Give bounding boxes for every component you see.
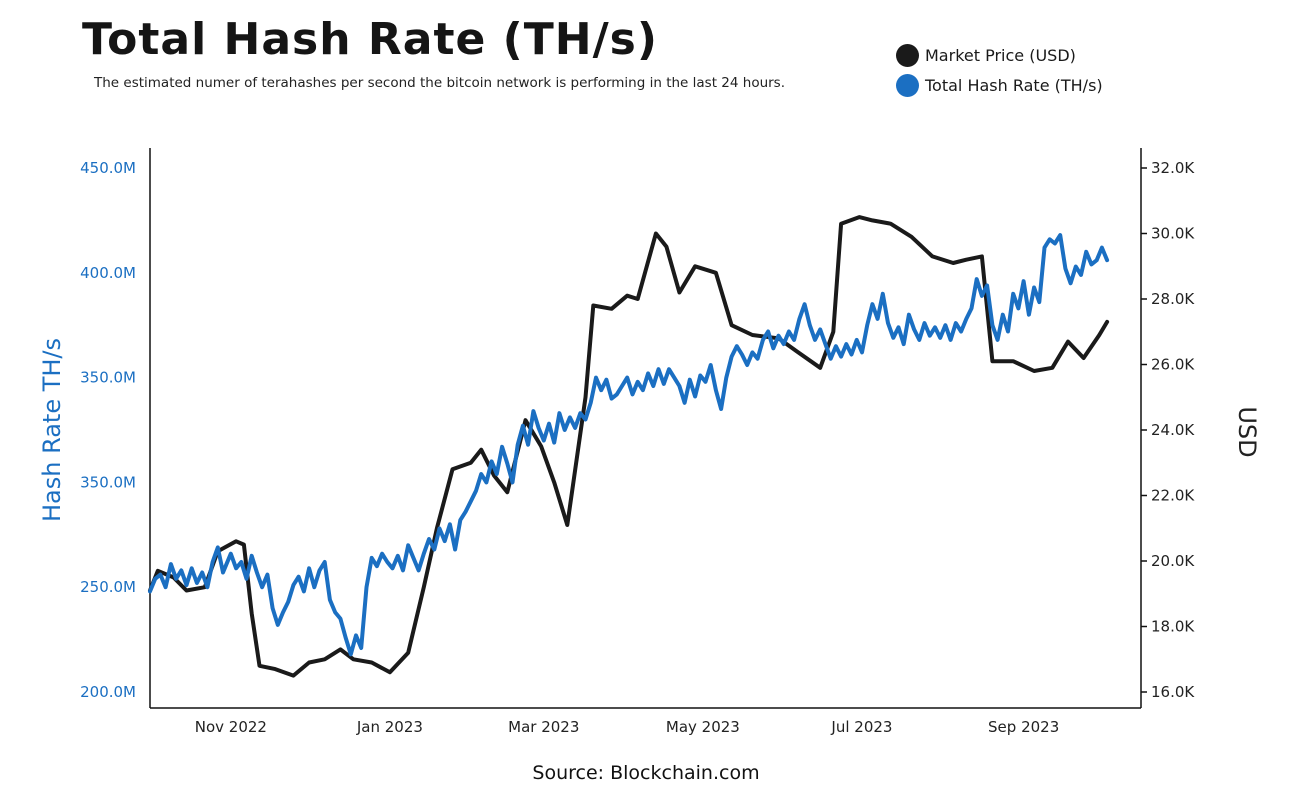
legend-item-market-price: Market Price (USD)	[896, 40, 1103, 70]
y-right-tick-label: 28.0K	[1151, 290, 1195, 308]
series-layer	[148, 215, 1110, 678]
x-tick-label: Mar 2023	[508, 718, 579, 736]
y-left-tick-label: 250.0M	[80, 578, 136, 596]
y-right-tick-label: 30.0K	[1151, 225, 1195, 243]
y-right-tick-label: 24.0K	[1151, 421, 1195, 439]
y-right-tick-label: 26.0K	[1151, 356, 1195, 374]
y-left-tick-label: 350.0M	[80, 473, 136, 491]
y-right-tick-label: 16.0K	[1151, 683, 1195, 701]
legend-label-hash-rate: Total Hash Rate (TH/s)	[925, 75, 1103, 95]
legend-item-hash-rate: Total Hash Rate (TH/s)	[896, 70, 1103, 100]
series-line-market-price	[148, 215, 1110, 678]
y-left-tick-label: 350.0M	[80, 369, 136, 387]
y-left-tick-label: 450.0M	[80, 159, 136, 177]
legend-label-market-price: Market Price (USD)	[925, 45, 1076, 65]
y-axis-right-label: USD	[1233, 406, 1261, 457]
y-axis-right-ticks: 32.0K 30.0K 28.0K 26.0K 24.0K 22.0K 20.0K 18.0K…	[1141, 159, 1195, 701]
source-note: Source: Blockchain.com	[532, 762, 760, 784]
y-left-tick-label: 400.0M	[80, 264, 136, 282]
chart-subtitle: The estimated numer of terahashes per se…	[94, 75, 786, 91]
y-right-tick-label: 18.0K	[1151, 618, 1195, 636]
legend-swatch-market-price	[896, 43, 919, 67]
legend-swatch-hash-rate	[896, 73, 919, 97]
y-right-tick-label: 20.0K	[1151, 552, 1195, 570]
y-right-tick-label: 32.0K	[1151, 159, 1195, 177]
y-axis-left-label: Hash Rate TH/s	[38, 338, 66, 522]
x-tick-label: May 2023	[666, 718, 740, 736]
x-axis-ticks: Nov 2022 Jan 2023 Mar 2023 May 2023 Jul 2023…	[195, 718, 1060, 736]
x-tick-label: Nov 2022	[195, 718, 267, 736]
x-tick-label: Jul 2023	[830, 718, 892, 736]
x-tick-label: Jan 2023	[356, 718, 423, 736]
legend: Market Price (USD) Total Hash Rate (TH/s…	[896, 40, 1103, 100]
y-axis-left-ticks: 450.0M 400.0M 350.0M 350.0M 250.0M 200.0M	[80, 159, 136, 701]
x-tick-label: Sep 2023	[988, 718, 1059, 736]
y-left-tick-label: 200.0M	[80, 683, 136, 701]
axes	[149, 148, 1142, 709]
y-right-tick-label: 22.0K	[1151, 487, 1195, 505]
chart-title: Total Hash Rate (TH/s)	[82, 14, 658, 65]
series-line-hash-rate	[148, 233, 1110, 657]
